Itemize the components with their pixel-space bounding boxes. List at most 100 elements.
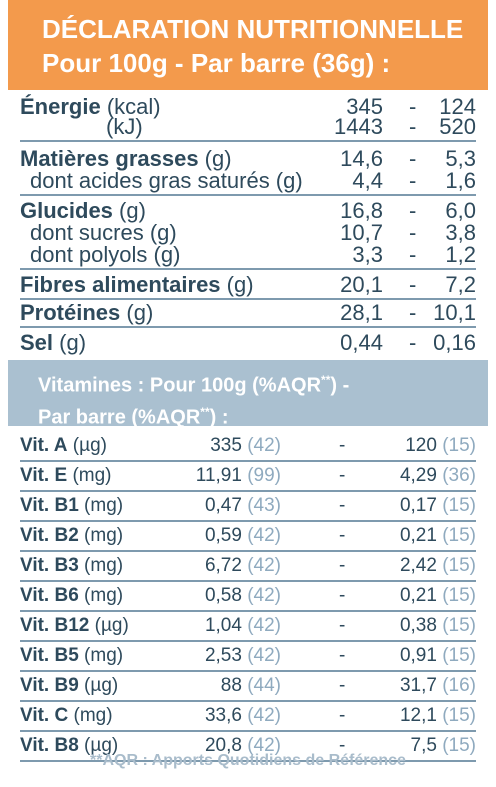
header-subtitle: Pour 100g - Par barre (36g) :	[42, 48, 391, 78]
vitamin-name: Vit. B12 (µg)	[20, 615, 129, 636]
vitamin-value-100g: 0,59 (42)	[204, 525, 281, 546]
nutrition-value-bar: 124	[439, 94, 476, 119]
vitamin-row: Vit. B8 (µg) 20,8 (42) - 7,5 (15)	[20, 732, 476, 762]
vitamin-value-bar: 31,7 (16)	[399, 675, 476, 696]
dash: -	[409, 242, 417, 267]
vitamin-value-100g: 0,58 (42)	[204, 585, 281, 606]
nutrition-value-100g: 0,44	[340, 330, 383, 355]
nutrition-value-bar: 1,6	[445, 168, 476, 193]
vitamin-name: Vit. B3 (mg)	[20, 555, 124, 576]
nutrition-row: dont acides gras saturés (g) 4,4 - 1,6	[20, 170, 476, 196]
nutrition-value-bar: 1,2	[445, 242, 476, 267]
nutrition-value-bar: 3,8	[445, 220, 476, 245]
nutrition-value-100g: 3,3	[352, 242, 383, 267]
nutrition-label: Protéines (g)	[20, 300, 154, 325]
vitamin-value-100g: 33,6 (42)	[204, 705, 281, 726]
vitamin-value-bar: 0,21 (15)	[399, 525, 476, 546]
nutrition-label: dont sucres (g)	[30, 220, 177, 245]
dash: -	[409, 94, 417, 119]
vitamin-value-bar: 2,42 (15)	[399, 555, 476, 576]
nutrition-label: (kJ)	[106, 114, 143, 139]
dash: -	[339, 585, 346, 606]
nutrition-label: dont polyols (g)	[30, 242, 181, 267]
nutrition-value-100g: 16,8	[340, 198, 383, 223]
vitamin-value-bar: 0,38 (15)	[399, 615, 476, 636]
nutrition-value-100g: 1443	[334, 114, 383, 139]
nutrition-value-100g: 345	[346, 94, 383, 119]
nutrition-value-bar: 7,2	[445, 272, 476, 297]
dash: -	[339, 675, 346, 696]
nutrition-value-bar: 10,1	[433, 300, 476, 325]
nutrition-header: DÉCLARATION NUTRITIONNELLE Pour 100g - P…	[8, 0, 488, 90]
vitamin-value-100g: 1,04 (42)	[204, 615, 281, 636]
vitamin-row: Vit. E (mg) 11,91 (99) - 4,29 (36)	[20, 462, 476, 492]
vitamin-value-bar: 7,5 (15)	[410, 735, 477, 756]
dash: -	[409, 272, 417, 297]
dash: -	[339, 435, 346, 456]
vitamins-header-line1: Vitamines : Pour 100g (%AQR**) -	[38, 373, 350, 397]
vitamin-value-100g: 0,47 (43)	[204, 495, 281, 516]
nutrition-label: Énergie (kcal)	[20, 94, 161, 119]
dash: -	[409, 114, 417, 139]
vitamin-row: Vit. B9 (µg) 88 (44) - 31,7 (16)	[20, 672, 476, 702]
nutrition-value-bar: 6,0	[445, 198, 476, 223]
nutrition-value-bar: 5,3	[445, 146, 476, 171]
vitamin-name: Vit. B5 (mg)	[20, 645, 124, 666]
vitamin-value-100g: 11,91 (99)	[195, 465, 281, 486]
vitamin-value-bar: 120 (15)	[405, 435, 476, 456]
nutrition-label: Matières grasses (g)	[20, 146, 232, 171]
vitamin-value-100g: 335 (42)	[210, 435, 281, 456]
nutrition-row: Fibres alimentaires (g) 20,1 - 7,2	[20, 274, 476, 300]
vitamin-value-100g: 88 (44)	[220, 675, 281, 696]
vitamins-header-line2: Par barre (%AQR**) :	[38, 404, 229, 429]
nutrition-row: dont sucres (g) 10,7 - 3,8	[20, 222, 476, 244]
dash: -	[409, 220, 417, 245]
vitamin-row: Vit. B3 (mg) 6,72 (42) - 2,42 (15)	[20, 552, 476, 582]
dash: -	[409, 300, 417, 325]
nutrition-row: Énergie (kcal) 345 -124	[20, 96, 476, 118]
nutrition-value-100g: 28,1	[340, 300, 383, 325]
dash: -	[409, 330, 417, 355]
nutrition-label: Sel (g)	[20, 330, 87, 355]
dash: -	[409, 198, 417, 223]
vitamin-name: Vit. B8 (µg)	[20, 735, 119, 756]
vitamin-row: Vit. B2 (mg) 0,59 (42) - 0,21 (15)	[20, 522, 476, 552]
nutrition-value-100g: 20,1	[340, 272, 383, 297]
nutrition-value-bar: 520	[439, 114, 476, 139]
nutrition-value-100g: 14,6	[340, 146, 383, 171]
vitamin-row: Vit. B1 (mg) 0,47 (43) - 0,17 (15)	[20, 492, 476, 522]
vitamin-name: Vit. B1 (mg)	[20, 495, 124, 516]
nutrition-value-100g: 10,7	[340, 220, 383, 245]
vitamins-table: Vit. A (µg) 335 (42) - 120 (15) Vit. E (mg) 1…	[20, 432, 476, 762]
nutrition-label: Glucides (g)	[20, 198, 146, 223]
vitamin-value-100g: 20,8 (42)	[204, 735, 281, 756]
nutrition-row: Matières grasses (g) 14,6 - 5,3	[20, 148, 476, 170]
nutrition-label: dont acides gras saturés (g)	[30, 168, 303, 193]
vitamin-name: Vit. B6 (mg)	[20, 585, 124, 606]
dash: -	[339, 705, 346, 726]
nutrition-row: Glucides (g) 16,8 - 6,0	[20, 200, 476, 222]
dash: -	[339, 555, 346, 576]
nutrition-row: dont polyols (g) 3,3 - 1,2	[20, 244, 476, 270]
header-title: DÉCLARATION NUTRITIONNELLE	[42, 14, 464, 44]
nutrition-row: Protéines (g) 28,1 -10,1	[20, 302, 476, 328]
vitamin-name: Vit. E (mg)	[20, 465, 112, 486]
dash: -	[339, 525, 346, 546]
vitamin-row: Vit. B12 (µg) 1,04 (42) - 0,38 (15)	[20, 612, 476, 642]
nutrition-row: (kJ) 1443 -520	[20, 116, 476, 142]
vitamin-row: Vit. C (mg) 33,6 (42) - 12,1 (15)	[20, 702, 476, 732]
nutrition-value-100g: 4,4	[352, 168, 383, 193]
dash: -	[339, 495, 346, 516]
vitamin-value-100g: 2,53 (42)	[204, 645, 281, 666]
vitamin-value-100g: 6,72 (42)	[204, 555, 281, 576]
vitamin-value-bar: 0,17 (15)	[399, 495, 476, 516]
dash: -	[409, 168, 417, 193]
vitamin-name: Vit. B9 (µg)	[20, 675, 119, 696]
vitamin-value-bar: 4,29 (36)	[399, 465, 476, 486]
nutrition-label: Fibres alimentaires (g)	[20, 272, 254, 297]
dash: -	[409, 146, 417, 171]
vitamins-header: Vitamines : Pour 100g (%AQR**) - Par bar…	[8, 360, 488, 428]
dash: -	[339, 615, 346, 636]
vitamin-name: Vit. B2 (mg)	[20, 525, 124, 546]
vitamin-value-bar: 0,21 (15)	[399, 585, 476, 606]
